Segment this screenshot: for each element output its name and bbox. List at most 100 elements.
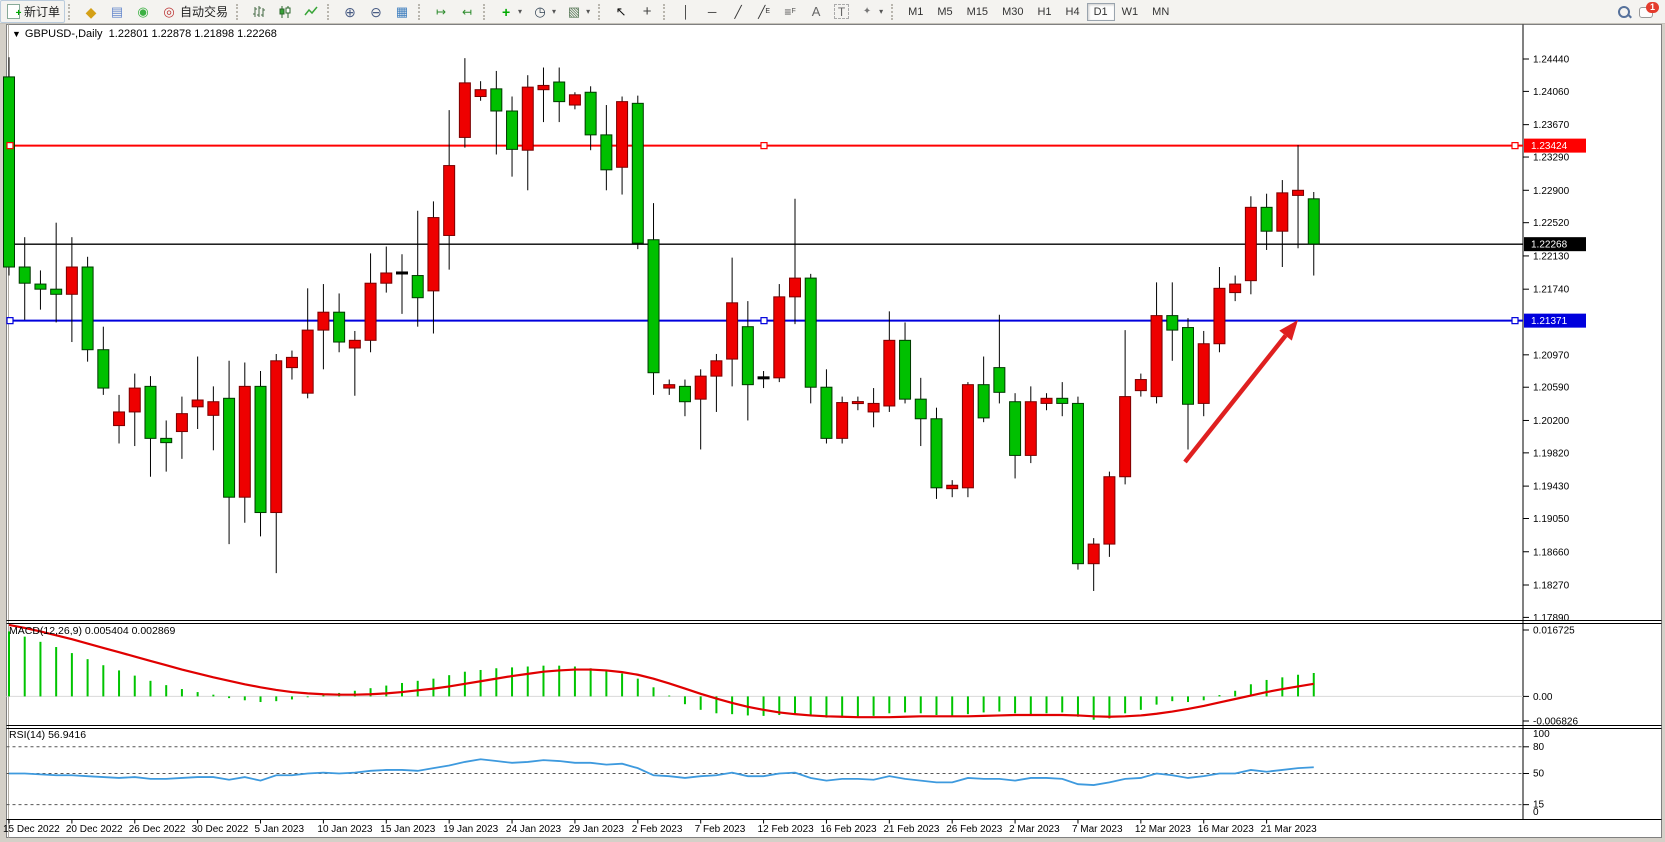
collapse-triangle-icon[interactable]: ▼ — [12, 29, 21, 39]
price-axis-tick: 1.20590 — [1533, 383, 1570, 394]
candlestick-chart-button[interactable] — [272, 0, 298, 23]
chart-title: ▼ GBPUSD-,Daily 1.22801 1.22878 1.21898 1… — [12, 28, 277, 40]
candle — [1244, 206, 1257, 282]
line-handle — [6, 142, 14, 150]
price-axis-tick: 1.21740 — [1533, 285, 1570, 296]
text-label-button[interactable]: T — [829, 0, 854, 23]
history-button[interactable]: ▤ — [104, 0, 130, 23]
candle — [380, 272, 393, 284]
date-axis-label: 7 Mar 2023 — [1072, 824, 1123, 835]
candle — [851, 401, 864, 405]
signal-button[interactable]: ◉ — [130, 0, 156, 23]
candle — [191, 399, 204, 408]
cursor-button[interactable]: ↖ — [608, 0, 634, 23]
text-button[interactable]: A — [803, 0, 829, 23]
candlestick-chart-icon — [277, 4, 293, 20]
timeframe-h1[interactable]: H1 — [1037, 5, 1052, 18]
candle — [238, 385, 251, 498]
candle — [836, 402, 849, 439]
tile-windows-button[interactable]: ▦ — [389, 0, 415, 23]
candle — [1040, 397, 1053, 404]
price-axis-tick: 1.19430 — [1533, 482, 1570, 493]
zoom-in-button[interactable]: ⊕ — [337, 0, 363, 23]
price-axis-tick: 1.22130 — [1533, 251, 1570, 262]
autotrading-button[interactable]: ◎ 自动交易 — [156, 0, 233, 23]
timeframe-d1[interactable]: D1 — [1086, 2, 1115, 21]
timeframe-h4[interactable]: H4 — [1065, 5, 1080, 18]
candle — [616, 101, 629, 168]
vertical-line-button[interactable]: │ — [673, 0, 699, 23]
equidistant-channel-button[interactable]: ╱ E — [751, 0, 777, 23]
timeframe-m5[interactable]: M5 — [937, 5, 953, 18]
rsi-axis-tick: 100 — [1533, 729, 1550, 740]
candle — [207, 401, 220, 416]
candle — [883, 339, 896, 407]
candle — [1024, 401, 1037, 456]
rsi-axis-tick: 80 — [1533, 742, 1545, 753]
toolbar-grip — [483, 3, 490, 20]
candle — [914, 398, 927, 420]
candle — [427, 217, 440, 292]
periods-button[interactable]: ◷ ▾ — [527, 0, 561, 23]
auto-scro ll-icon: ↤ — [462, 4, 473, 19]
date-axis-label: 26 Dec 2022 — [129, 824, 186, 835]
candle — [411, 275, 424, 299]
horizontal-line-button[interactable]: ─ — [699, 0, 725, 23]
bars-chart-button[interactable] — [246, 0, 272, 23]
text-icon: A — [811, 3, 821, 19]
chart-shift-button[interactable]: ↦ — [428, 0, 454, 23]
arrows-button[interactable]: ✦ ▾ — [854, 0, 888, 23]
new-order-button[interactable]: 新订单 — [0, 0, 66, 23]
date-axis-label: 30 Dec 2022 — [192, 824, 249, 835]
candle — [678, 385, 691, 403]
candle — [458, 82, 471, 138]
candle — [1071, 402, 1084, 565]
candle — [773, 296, 786, 379]
price-axis-tick: 1.19050 — [1533, 514, 1570, 525]
bars-chart-icon — [251, 4, 267, 20]
rsi-axis-tick: 0 — [1533, 807, 1539, 818]
timeframe-w1[interactable]: W1 — [1121, 5, 1139, 18]
candle — [1307, 198, 1320, 245]
gold-button[interactable]: ◆ — [78, 0, 104, 23]
candle — [694, 375, 707, 400]
search-button[interactable] — [1617, 5, 1632, 19]
tile-windows-icon: ▦ — [395, 3, 409, 19]
notifications-button[interactable]: 1 — [1639, 1, 1659, 19]
auto-scroll-button[interactable]: ↤ — [454, 0, 480, 23]
line-handle — [760, 142, 768, 150]
trendline-button[interactable]: ╱ — [725, 0, 751, 23]
candle — [977, 384, 990, 419]
clock-icon: ◷ — [534, 3, 546, 19]
rsi-indicator-label: RSI(14) 56.9416 — [9, 729, 87, 741]
indicators-button[interactable]: + ▾ — [493, 0, 527, 23]
line-handle — [1511, 317, 1519, 325]
candle — [1119, 396, 1132, 478]
timeframe-mn[interactable]: MN — [1152, 5, 1170, 18]
autotrading-label: 自动交易 — [180, 5, 229, 19]
candle — [317, 311, 330, 331]
vertical-line-icon: │ — [682, 4, 690, 19]
candle — [537, 84, 550, 91]
price-axis-tick: 1.24060 — [1533, 87, 1570, 98]
toolbar-grip — [68, 3, 75, 20]
candle — [1056, 397, 1069, 404]
macd-axis-tick: -0.006826 — [1533, 717, 1578, 728]
zoom-out-button[interactable]: ⊖ — [363, 0, 389, 23]
candle — [1182, 327, 1194, 405]
line-chart-button[interactable] — [298, 0, 324, 23]
templates-button[interactable]: ▧ ▾ — [561, 0, 595, 23]
fibonacci-button[interactable]: ≡ F — [777, 0, 803, 23]
caret-down-icon: ▾ — [879, 7, 884, 16]
timeframe-m1[interactable]: M1 — [908, 5, 924, 18]
timeframe-m30[interactable]: M30 — [1002, 5, 1024, 18]
candle — [741, 326, 754, 386]
date-axis-label: 10 Jan 2023 — [317, 824, 372, 835]
toolbar-grip — [598, 3, 605, 20]
history-icon: ▤ — [110, 3, 124, 19]
candle — [301, 329, 314, 394]
crosshair-button[interactable]: + — [634, 0, 660, 23]
timeframe-m15[interactable]: M15 — [966, 5, 989, 18]
candle — [474, 89, 487, 98]
